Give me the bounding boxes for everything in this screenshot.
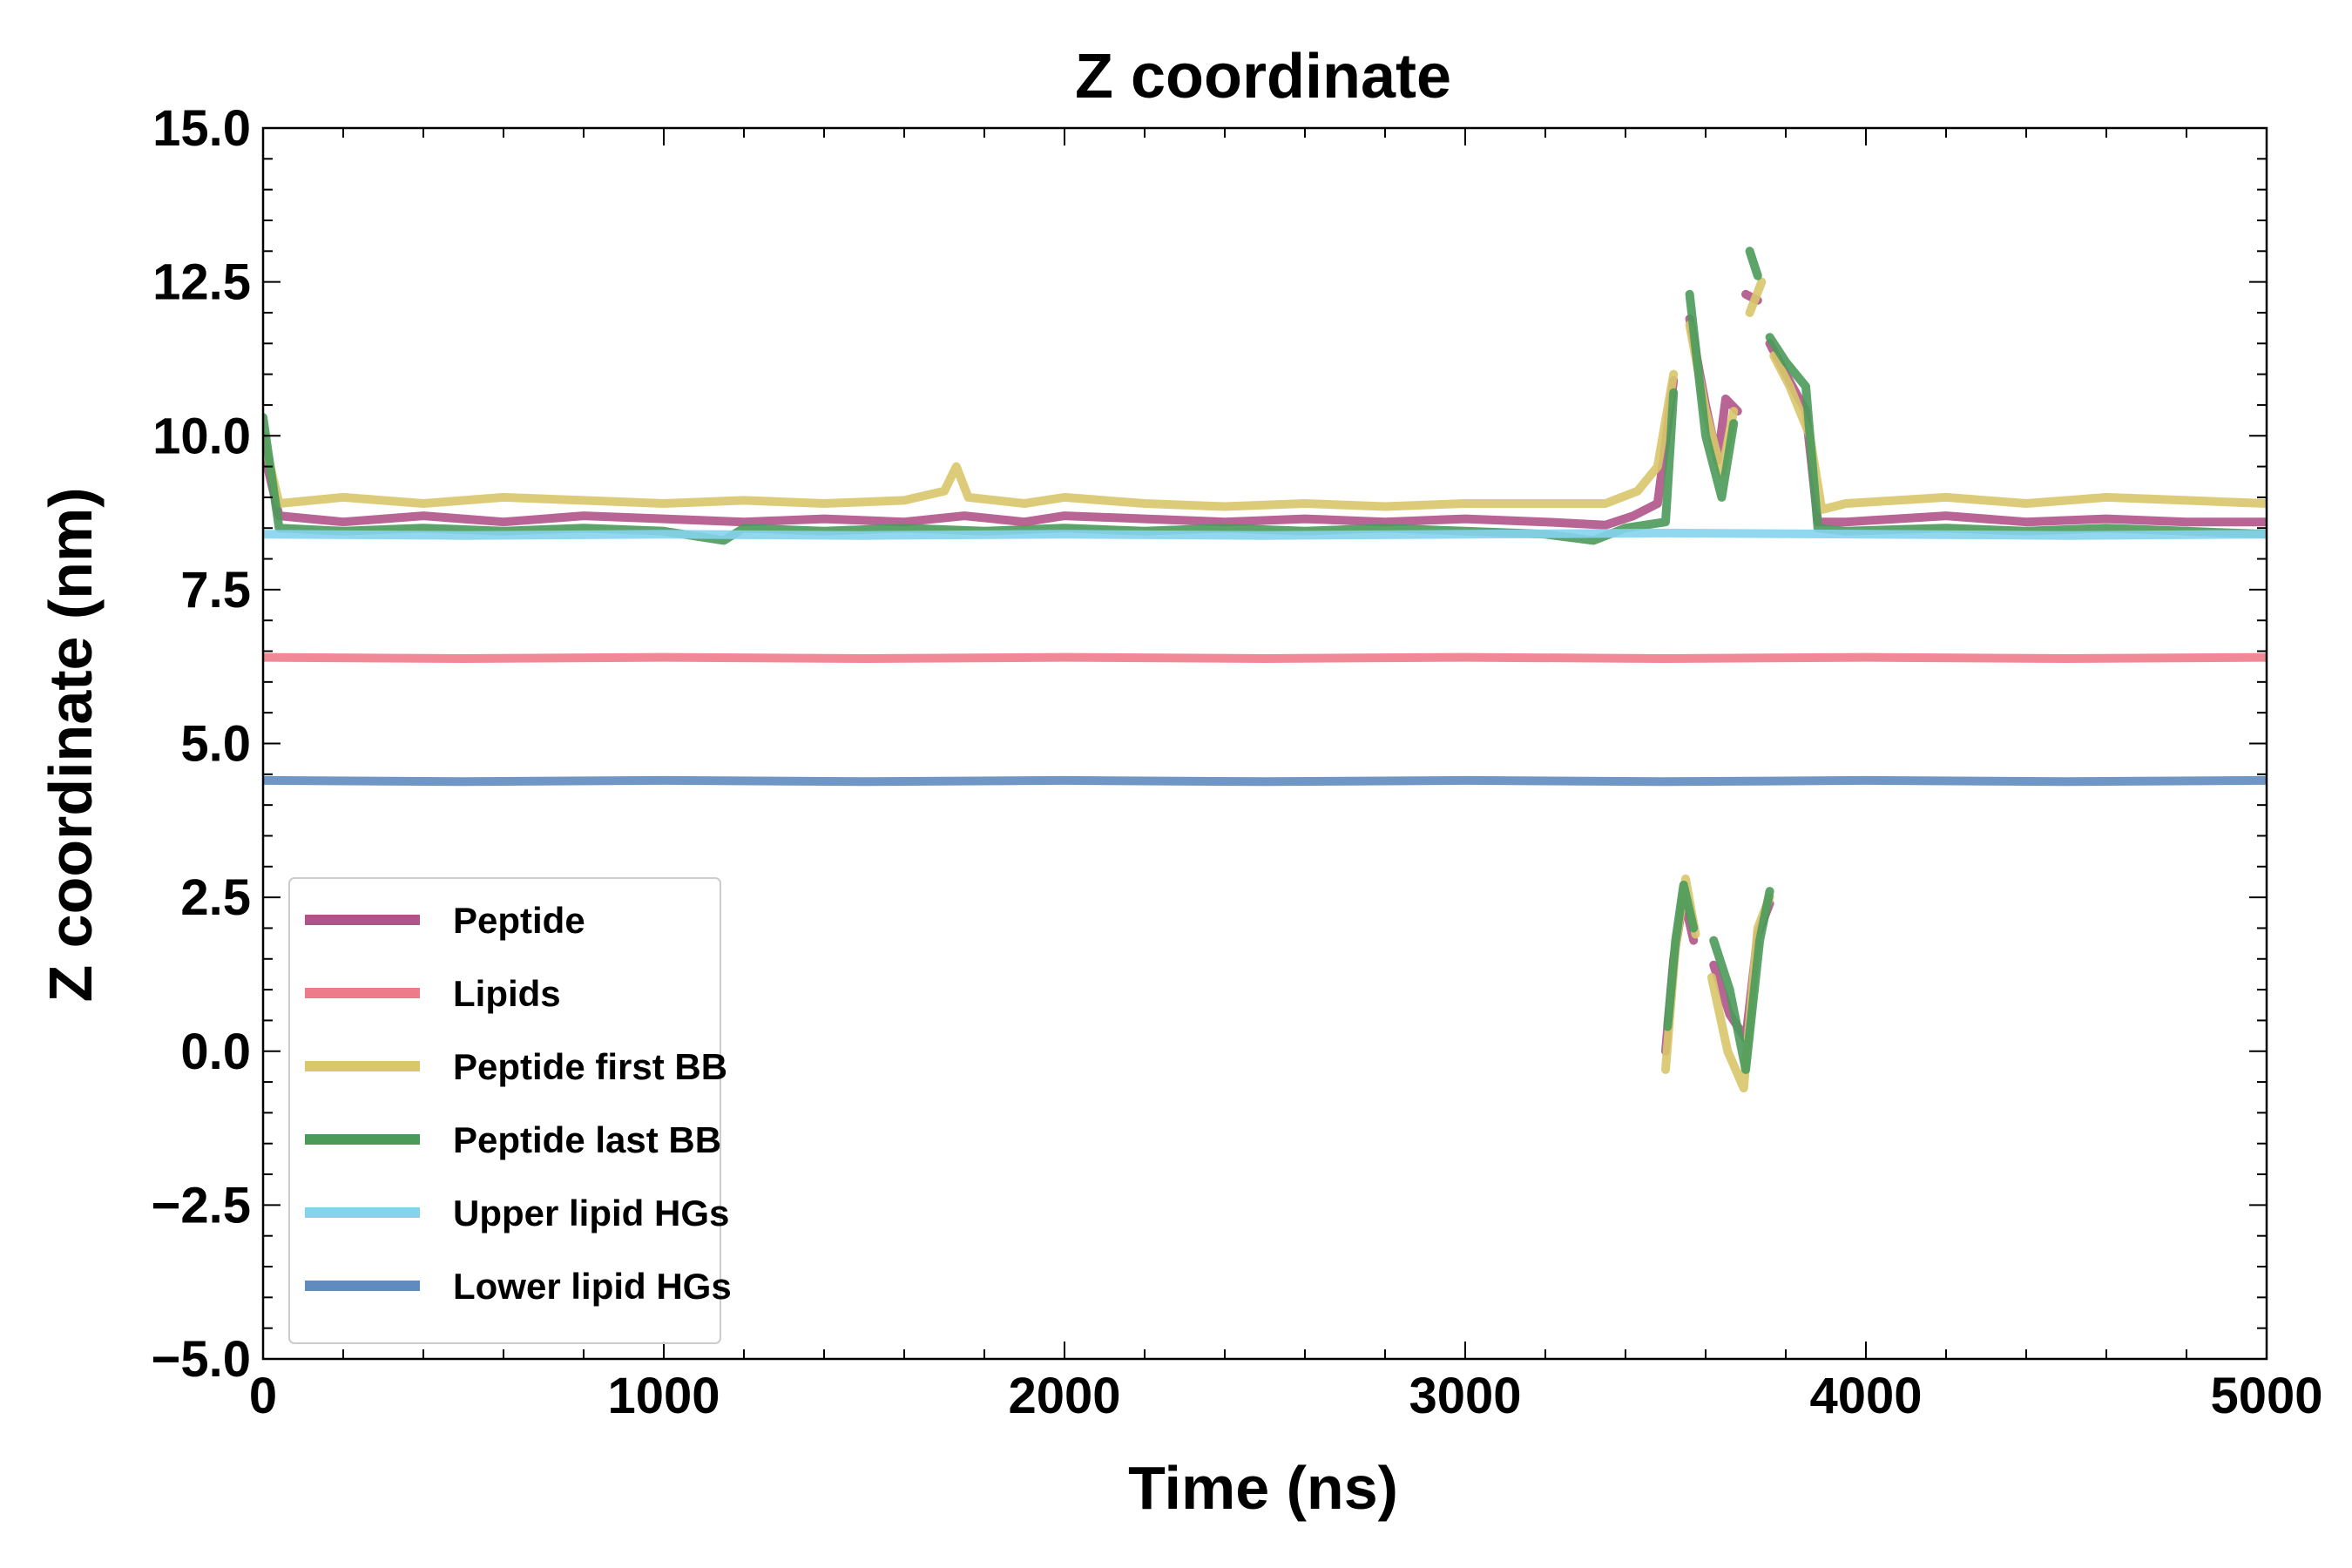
y-tick-label: −2.5 [152,1177,252,1233]
series-layer [263,247,2267,1093]
x-tick-label: 0 [249,1368,277,1424]
series-line-segment [263,652,2267,663]
y-tick-label: 2.5 [180,869,251,926]
y-tick-label: 0.0 [180,1024,251,1080]
series-line-segment [1745,277,1767,317]
series-lipids [263,652,2267,663]
legend-label: Peptide last BB [453,1119,721,1160]
x-axis-label: Time (ns) [1128,1454,1398,1522]
y-tick-label: 5.0 [180,716,251,773]
legend-label: Peptide [453,900,585,941]
plot-area [263,247,2267,1093]
y-tick-label: 15.0 [152,100,251,157]
series-line-segment [1765,339,2267,527]
legend-label: Peptide first BB [453,1046,727,1087]
y-tick-label: 10.0 [152,408,251,464]
chart-title: Z coordinate [1075,42,1451,112]
y-tick-label: −5.0 [152,1331,252,1388]
y-tick-label: 7.5 [180,562,251,618]
x-tick-label: 1000 [607,1368,720,1424]
x-tick-label: 3000 [1409,1368,1521,1424]
series-line-segment [1663,881,1699,1031]
x-tick-label: 2000 [1008,1368,1120,1424]
tick-labels-layer: 0 1000 2000 3000 4000 5000 −5.0 −2.5 0.0 2.5 5.0 7.… [152,100,2323,1424]
y-tick-label: 12.5 [152,254,251,311]
x-tick-label: 5000 [2210,1368,2322,1424]
series-line-segment [1709,887,1774,1074]
series-line-segment [263,528,2267,540]
legend-label: Lipids [453,973,561,1014]
legend-label: Upper lipid HGs [453,1193,729,1233]
series-line-segment [263,369,1679,511]
legend-label: Lower lipid HGs [453,1266,732,1307]
x-tick-label: 4000 [1809,1368,1922,1424]
series-upper-lipid-hgs [263,528,2267,540]
series-line-segment [1685,289,1739,502]
series-line-segment [263,375,1679,530]
series-line-segment [1765,333,2267,539]
legend: Peptide Lipids Peptide first BB Peptide las… [288,877,732,1344]
series-line-segment [1745,247,1762,280]
y-axis-label: Z coordinate (nm) [37,487,105,1002]
ticks-layer [262,127,2268,1360]
series-line-segment [1769,351,2267,514]
